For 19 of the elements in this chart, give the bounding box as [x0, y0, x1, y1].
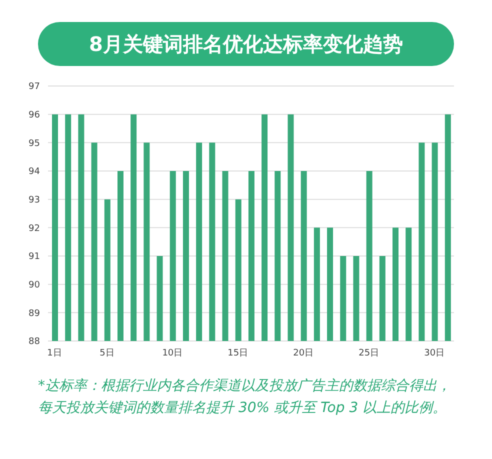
x-tick-label: 1日	[47, 348, 62, 358]
x-tick-label: 10日	[162, 348, 183, 358]
y-tick-label: 90	[28, 280, 40, 291]
y-tick-label: 94	[28, 167, 40, 178]
y-tick-label: 93	[28, 196, 40, 206]
x-tick-label: 25日	[358, 348, 380, 358]
text: *达标率：根据行业内各合作渠道以及投放广告主的数据综合得出，每天投放关键词的数量排名提升 30% 或升至 Top 3 以上的比例。	[38, 377, 452, 418]
y-tick-label: 96	[28, 110, 40, 121]
y-tick-label: 89	[28, 308, 40, 319]
y-tick-label: 97	[28, 82, 40, 92]
y-tick-label: 95	[28, 138, 40, 149]
x-tick-label: 5日	[100, 348, 114, 358]
x-tick-label: 15日	[228, 348, 248, 358]
y-tick-label: 92	[28, 224, 40, 234]
x-tick-label: 20日	[293, 348, 314, 358]
chart-title: 8月关键词排名优化达标率变化趋势	[38, 22, 454, 66]
y-tick-label: 91	[28, 252, 40, 262]
y-tick-label: 88	[28, 337, 40, 348]
x-tick-label: 30日	[424, 348, 445, 358]
